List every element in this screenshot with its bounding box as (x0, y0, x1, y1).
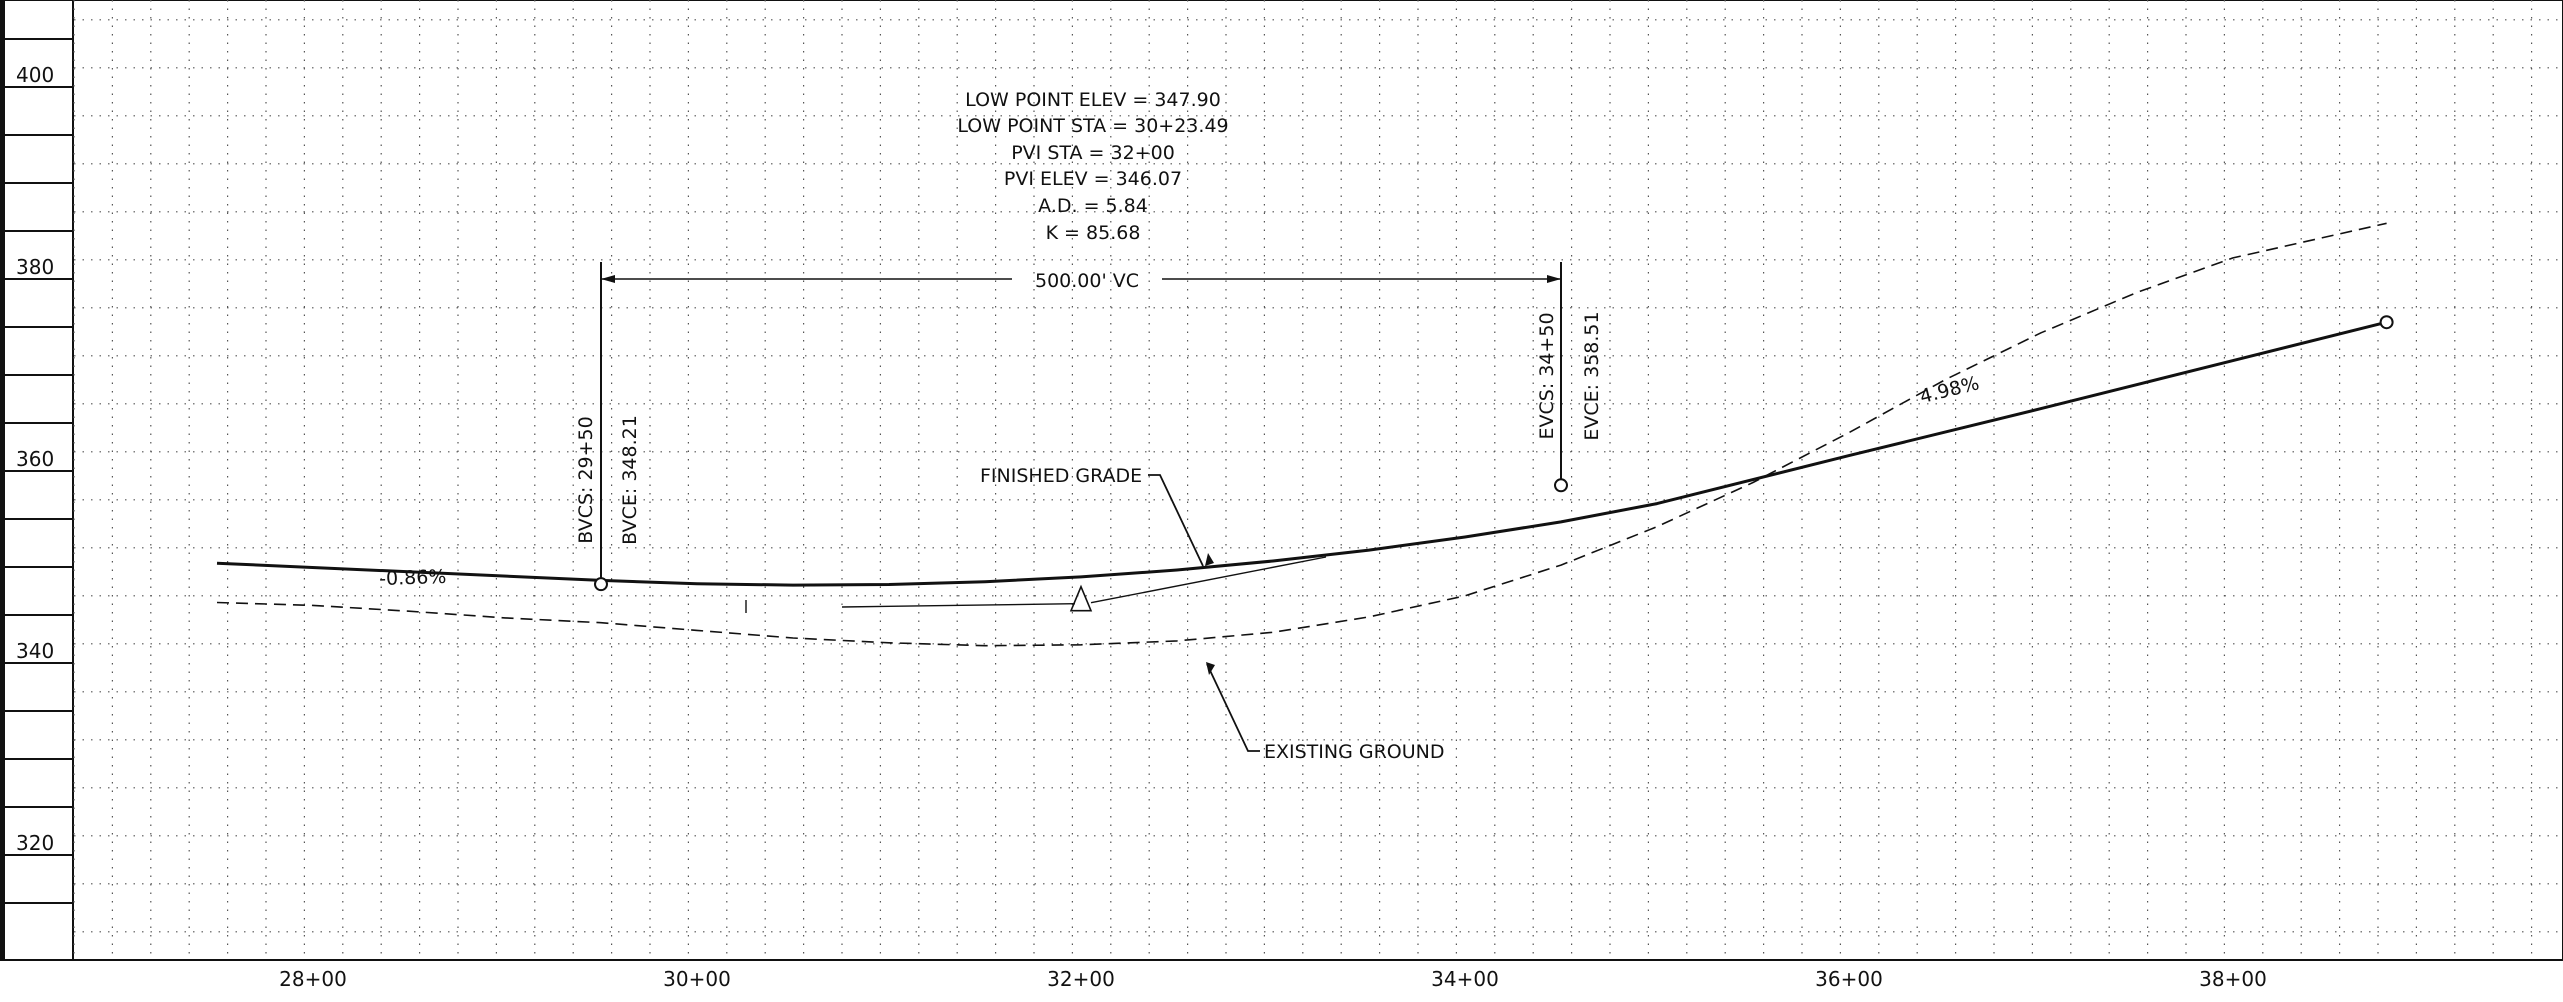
plot-frame (0, 0, 2563, 961)
curve-point-end (2379, 315, 2394, 330)
curve-note-4: A.D. = 5.84 (1038, 195, 1148, 217)
curve-point-bvcs (594, 577, 608, 592)
vc-arrow-left (601, 275, 615, 283)
curve-note-1: LOW POINT STA = 30+23.49 (957, 115, 1228, 137)
grid (73, 0, 2563, 960)
x-tick-label: 32+00 (1047, 967, 1115, 991)
bvce-label: BVCE: 348.21 (619, 415, 641, 545)
y-tick-label: 320 (16, 831, 54, 855)
finished-grade-leader (1148, 474, 1204, 567)
grade-in-tangent (841, 603, 1076, 608)
y-tick-label: 400 (16, 63, 54, 87)
x-tick-label: 34+00 (1431, 967, 1499, 991)
x-tick-label: 30+00 (663, 967, 731, 991)
vc-arrow-right (1547, 275, 1561, 283)
finished-grade-line (216, 320, 2387, 587)
y-tick-label: 340 (16, 639, 54, 663)
curve-note-2: PVI STA = 32+00 (1011, 142, 1175, 164)
annotations: LOW POINT ELEV = 347.90 LOW POINT STA = … (379, 89, 1982, 763)
y-tick-label: 380 (16, 255, 54, 279)
y-axis-marks (3, 38, 73, 904)
pvi-triangle-icon (1069, 584, 1093, 612)
x-tick-label: 38+00 (2199, 967, 2267, 991)
finished-grade-leader-arrow (1205, 553, 1214, 566)
x-axis-ticks: 28+00 30+00 32+00 34+00 36+00 38+00 (279, 967, 2267, 991)
y-tick-label: 360 (16, 447, 54, 471)
grade-out-tangent (1090, 556, 1327, 604)
existing-ground-line (216, 222, 2387, 647)
curve-note-5: K = 85.68 (1046, 222, 1141, 244)
bvcs-label: BVCS: 29+50 (575, 416, 597, 544)
y-axis-ticks: 320 340 360 380 400 (16, 63, 54, 855)
existing-ground-label: EXISTING GROUND (1264, 741, 1445, 763)
series-group (216, 222, 2394, 647)
evce-label: EVCE: 358.51 (1581, 311, 1603, 440)
x-tick-label: 36+00 (1815, 967, 1883, 991)
grade-in-label: -0.86% (379, 566, 447, 590)
curve-note-3: PVI ELEV = 346.07 (1004, 168, 1182, 190)
curve-point-evcs (1554, 478, 1568, 493)
existing-ground-leader-arrow (1206, 662, 1215, 675)
finished-grade-label: FINISHED GRADE (980, 465, 1142, 487)
x-tick-label: 28+00 (279, 967, 347, 991)
evcs-label: EVCS: 34+50 (1536, 312, 1558, 439)
curve-notes: LOW POINT ELEV = 347.90 LOW POINT STA = … (957, 89, 1228, 244)
vc-length-label: 500.00' VC (1035, 270, 1139, 292)
existing-ground-leader (1206, 663, 1260, 752)
curve-note-0: LOW POINT ELEV = 347.90 (965, 89, 1221, 111)
